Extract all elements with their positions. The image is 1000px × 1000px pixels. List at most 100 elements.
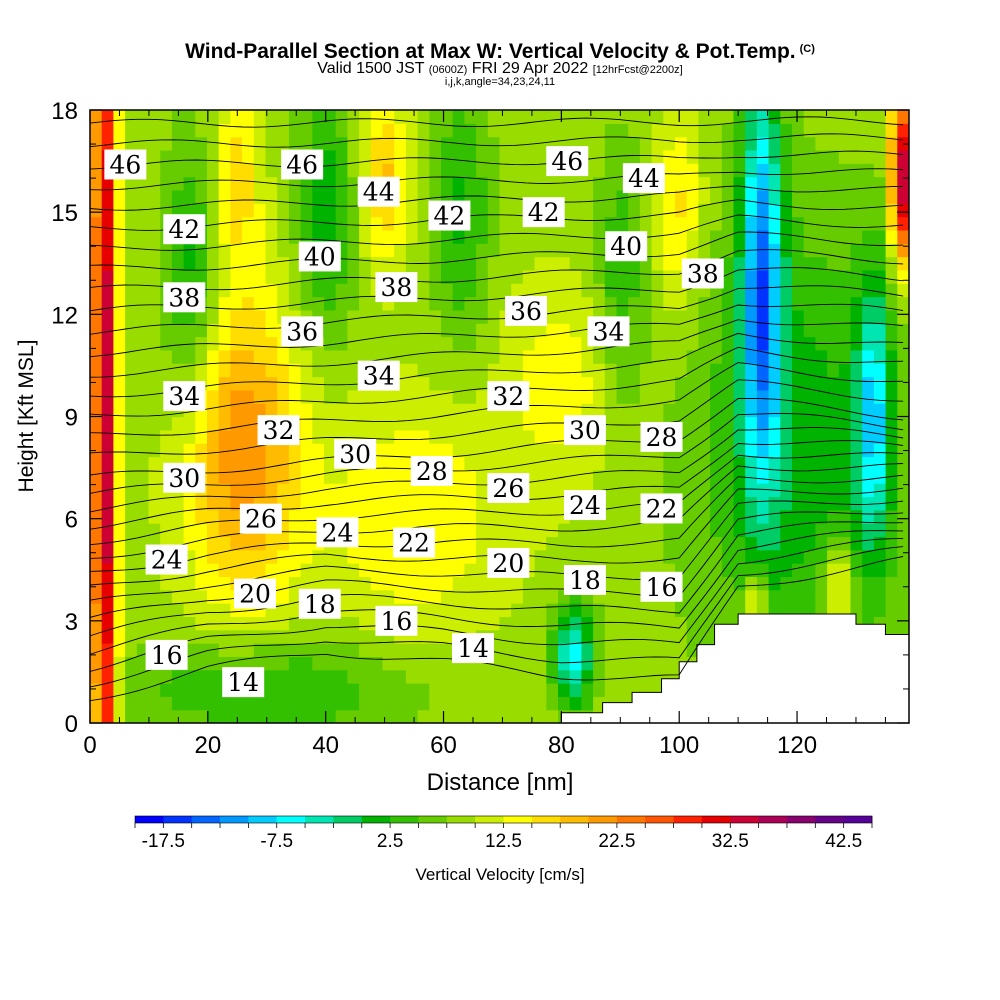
heat-cell [125,629,138,644]
heat-cell [253,656,267,671]
heat-cell [686,203,699,218]
heat-cell [90,123,103,138]
heat-cell [651,389,664,404]
heat-cell [710,456,723,471]
heat-cell [183,416,196,431]
heat-cell [838,309,852,324]
heat-cell [862,363,875,378]
heat-cell [242,563,255,578]
velocity-heatmap [90,110,909,723]
heat-cell [394,123,407,138]
heat-cell [593,149,606,164]
heat-cell [873,363,887,378]
heat-cell [897,416,909,431]
heat-cell [522,589,536,604]
heat-cell [546,536,559,551]
y-tick-label: 0 [65,711,78,738]
heat-cell [160,349,173,364]
heat-cell [300,429,313,444]
heat-cell [265,376,278,391]
heat-cell [429,149,442,164]
heat-cell [207,189,220,204]
heat-cell [710,203,723,218]
theta-line [90,214,904,251]
heat-cell [441,536,454,551]
heat-cell [756,403,770,418]
heat-cell [417,229,430,244]
heat-cell [651,403,664,418]
heat-cell [417,629,430,644]
heat-cell [569,189,582,204]
heat-cell [464,336,477,351]
heat-cell [569,283,582,298]
heat-cell [487,243,501,258]
heat-cell [253,709,267,723]
heat-cell [487,336,501,351]
contour-label-box [505,295,548,326]
colorbar-swatch [220,816,249,823]
heat-cell [710,509,723,524]
heat-cell [101,629,114,644]
heat-cell [733,256,746,271]
heat-cell [441,269,454,284]
heat-cell [815,349,828,364]
heat-cell [628,283,641,298]
heat-cell [522,256,536,271]
theta-line [90,397,904,476]
heat-cell [113,616,126,631]
heat-cell [218,189,231,204]
heat-cell [768,309,781,324]
heat-cell [265,669,278,684]
heat-cell [686,629,699,644]
heat-cell [265,456,278,471]
heat-cell [242,349,255,364]
heat-cell [721,416,735,431]
heat-cell [581,256,594,271]
heat-cell [113,269,126,284]
heat-cell [101,349,114,364]
heat-cell [405,696,419,711]
heat-cell [768,549,781,564]
heat-cell [792,416,805,431]
heat-cell [335,136,348,151]
heat-cell [862,389,875,404]
heat-cell [136,509,150,524]
heat-cell [429,683,442,697]
heat-cell [253,256,267,271]
heat-cell [101,123,114,138]
heat-cell [487,309,501,324]
heat-cell [768,296,781,311]
heat-cell [441,296,454,311]
heat-cell [780,456,793,471]
heat-cell [838,269,852,284]
heat-cell [288,629,302,644]
heat-cell [171,269,185,284]
heat-cell [628,469,641,484]
heat-cell [359,523,372,538]
heat-cell [710,469,723,484]
heat-cell [604,509,618,524]
heat-cell [113,456,126,471]
heat-cell [125,216,138,231]
heat-cell [347,416,360,431]
heat-cell [148,123,161,138]
heat-cell [885,323,898,338]
heat-cell [721,110,735,124]
heat-cell [394,110,407,124]
heat-cell [452,549,465,564]
heat-cell [113,429,126,444]
heat-cell [663,456,676,471]
heat-cell [558,456,571,471]
heat-cell [710,443,723,458]
heat-cell [511,616,524,631]
heat-cell [405,389,419,404]
heat-cell [441,229,454,244]
heat-cell [780,376,793,391]
heat-cell [745,496,758,511]
heat-cell [569,523,582,538]
heat-cell [382,576,395,591]
heat-cell [125,243,138,258]
heat-cell [335,483,348,498]
contour-label: 30 [569,416,601,445]
heat-cell [792,376,805,391]
